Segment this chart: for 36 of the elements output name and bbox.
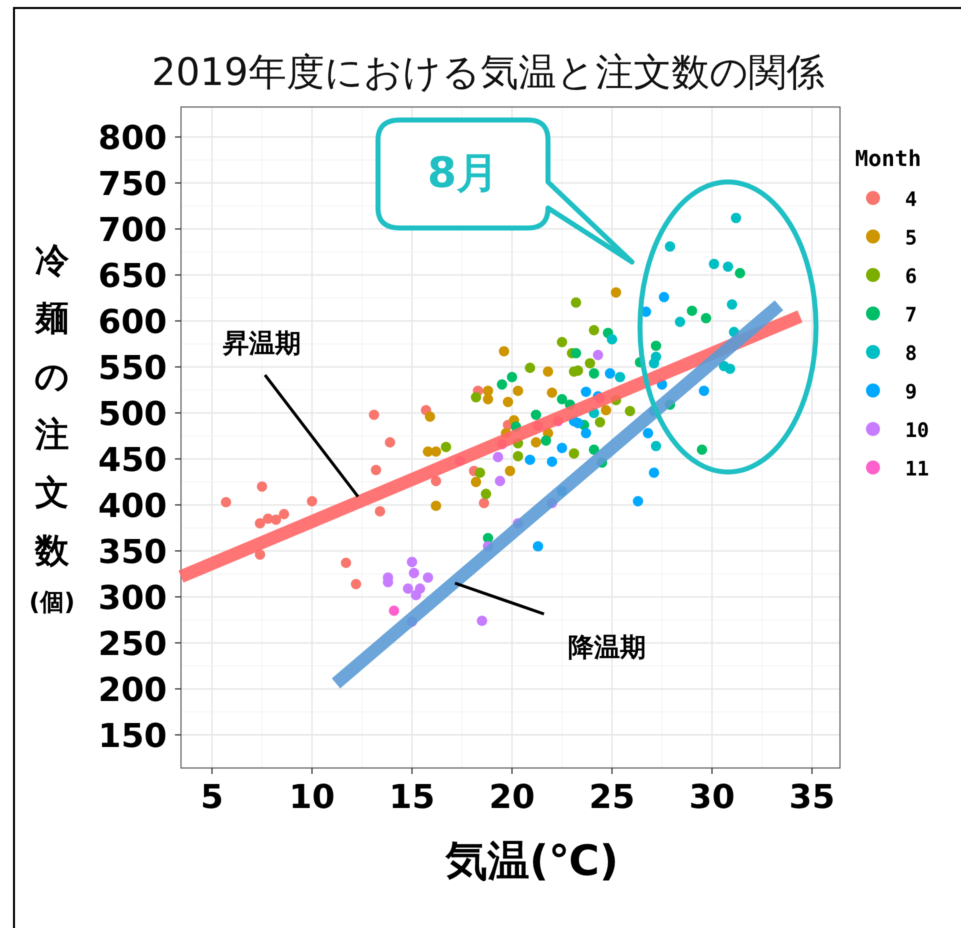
x-tick-label: 15 <box>389 777 435 816</box>
x-tick-label: 10 <box>289 777 335 816</box>
x-tick-label: 35 <box>789 777 835 816</box>
y-tick-label: 400 <box>98 486 167 525</box>
legend-label: 4 <box>905 187 918 211</box>
legend-label: 8 <box>905 341 918 365</box>
chart-title: 2019年度における気温と注文数の関係 <box>152 50 824 94</box>
annotation: 昇温期 <box>222 329 301 359</box>
x-tick-label: 25 <box>589 777 635 816</box>
y-tick-label: 800 <box>98 118 167 157</box>
y-tick-label: 650 <box>98 256 167 295</box>
legend-label: 11 <box>905 456 930 480</box>
y-tick-label: 550 <box>98 348 167 387</box>
x-tick-label: 5 <box>200 777 224 816</box>
y-tick-label: 750 <box>98 164 167 203</box>
y-tick-label: 350 <box>98 532 167 571</box>
y-tick-label: 450 <box>98 440 167 479</box>
y-tick-label: 700 <box>98 210 167 249</box>
annotation: 8月 <box>427 148 499 197</box>
x-tick-label: 30 <box>689 777 735 816</box>
y-tick-label: 300 <box>98 578 167 617</box>
x-tick-label: 20 <box>489 777 535 816</box>
y-tick-label: 600 <box>98 302 167 341</box>
y-tick-label: 500 <box>98 394 167 433</box>
legend-label: 6 <box>905 264 918 288</box>
y-tick-label: 250 <box>98 624 167 663</box>
legend-label: 10 <box>905 418 930 442</box>
y-tick-label: 200 <box>98 670 167 709</box>
legend-label: 7 <box>905 302 918 326</box>
annotation: 降温期 <box>568 633 646 663</box>
legend-label: 9 <box>905 380 918 404</box>
x-axis-title: 気温(℃) <box>444 836 619 885</box>
legend-title: Month <box>855 147 922 172</box>
legend-label: 5 <box>905 226 918 250</box>
y-tick-label: 150 <box>98 716 167 755</box>
y-axis-title: 冷麺の注文数(個) <box>29 241 75 616</box>
